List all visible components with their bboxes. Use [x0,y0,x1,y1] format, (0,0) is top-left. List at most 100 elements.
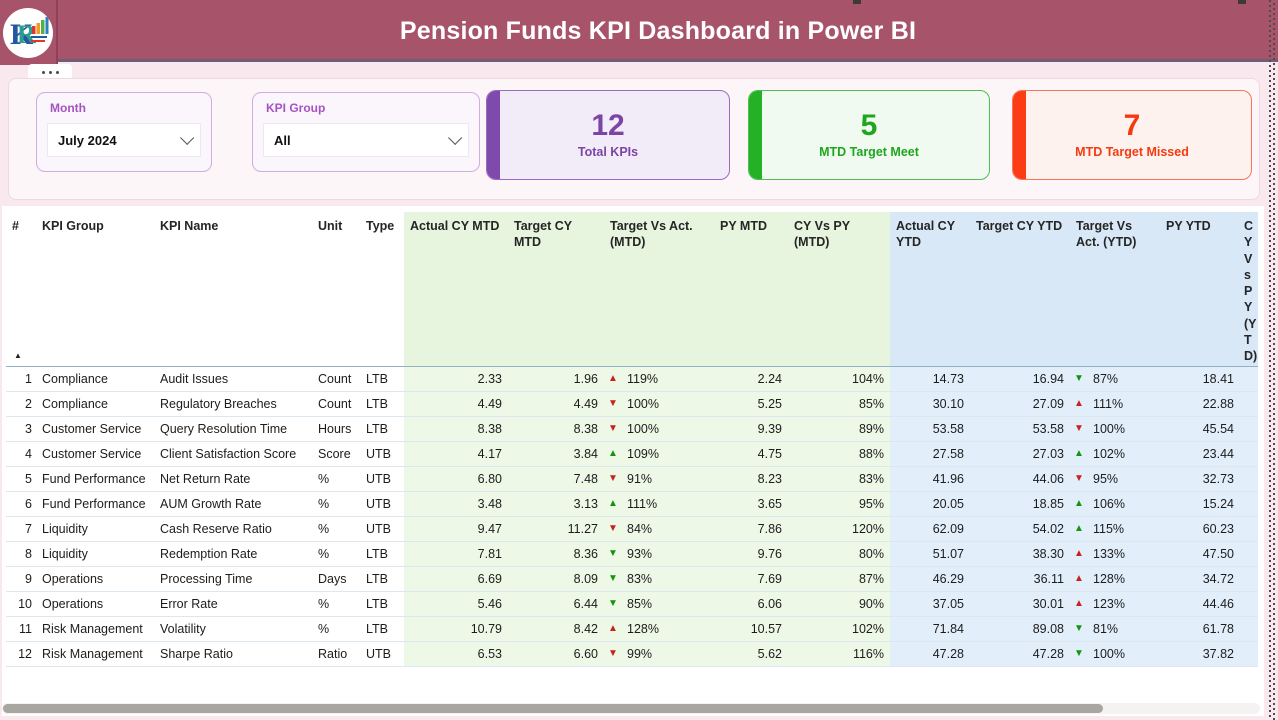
kpi-percent-value: 100% [627,397,659,412]
selection-dashed-border [1269,0,1275,720]
cell-actual_ytd: 71.84 [890,616,970,643]
cell-type: LTB [360,566,404,593]
cell-py_ytd: 18.41 [1160,366,1240,393]
column-header-type[interactable]: Type [360,212,404,368]
more-options-button[interactable] [28,64,72,80]
cell-type: LTB [360,366,404,393]
cell-target_ytd: 30.01 [970,591,1070,618]
kpi-arrow-down-icon: ▼ [1074,473,1084,485]
column-header-actual-cy-ytd[interactable]: Actual CY YTD [890,212,970,368]
cell-target_mtd: 8.42 [508,616,604,643]
month-dropdown[interactable]: July 2024 [47,123,201,157]
cell-num: 5 [6,466,36,493]
column-header-kpi-group[interactable]: KPI Group [36,212,154,368]
kpi-percent-value: 83% [627,572,653,587]
cell-tva_mtd: ▲ 119% [604,366,714,393]
column-header-kpi-name[interactable]: KPI Name [154,212,312,368]
cell-target_mtd: 6.44 [508,591,604,618]
cell-name: Error Rate [154,591,312,618]
cell-py_mtd: 10.57 [714,616,788,643]
cell-unit: % [312,591,360,618]
column-header-actual-cy-mtd[interactable]: Actual CY MTD [404,212,508,368]
cell-type: UTB [360,466,404,493]
cell-cy_vs_py_mtd: 102% [788,616,890,643]
cell-target_ytd: 36.11 [970,566,1070,593]
cell-py_mtd: 2.24 [714,366,788,393]
cell-group: Fund Performance [36,491,154,518]
cell-target_ytd: 54.02 [970,516,1070,543]
kpi-arrow-up-icon: ▲ [1074,398,1084,410]
cell-clip [1240,441,1258,468]
cell-target_ytd: 27.03 [970,441,1070,468]
page-title: Pension Funds KPI Dashboard in Power BI [399,16,917,45]
table-row: 12 Risk Management Sharpe Ratio Ratio UTB 6.5… [6,641,1258,668]
cell-actual_mtd: 4.49 [404,391,508,418]
column-header-cy-vs-py-ytd[interactable]: CY Vs PY (YTD) [1240,212,1258,368]
cell-py_ytd: 22.88 [1160,391,1240,418]
chevron-down-icon[interactable] [448,130,463,145]
cell-actual_mtd: 9.47 [404,516,508,543]
column-header-py-ytd[interactable]: PY YTD [1160,212,1240,368]
cell-tva_mtd: ▼ 93% [604,541,714,568]
cell-tva_ytd: ▼ 100% [1070,416,1160,443]
chevron-down-icon[interactable] [180,130,195,145]
cell-actual_ytd: 41.96 [890,466,970,493]
kpi-arrow-down-icon: ▼ [608,523,618,535]
cell-tva_mtd: ▲ 128% [604,616,714,643]
cell-unit: % [312,516,360,543]
cell-py_mtd: 5.62 [714,641,788,668]
cell-name: Client Satisfaction Score [154,441,312,468]
cell-group: Risk Management [36,641,154,668]
horizontal-scrollbar-thumb[interactable] [3,704,1103,713]
cell-group: Liquidity [36,541,154,568]
cell-tva_ytd: ▼ 87% [1070,366,1160,393]
cell-tva_ytd: ▲ 106% [1070,491,1160,518]
cell-num: 7 [6,516,36,543]
cell-actual_ytd: 51.07 [890,541,970,568]
card-mtd-target-missed-label: MTD Target Missed [1075,145,1189,159]
cell-actual_mtd: 7.81 [404,541,508,568]
cell-num: 11 [6,616,36,643]
kpi-arrow-down-icon: ▼ [1074,623,1084,635]
cell-cy_vs_py_mtd: 83% [788,466,890,493]
column-header-target-cy-ytd[interactable]: Target CY YTD [970,212,1070,368]
cell-name: Net Return Rate [154,466,312,493]
cell-py_ytd: 34.72 [1160,566,1240,593]
cell-target_mtd: 6.60 [508,641,604,668]
cell-cy_vs_py_mtd: 90% [788,591,890,618]
cell-py_mtd: 6.06 [714,591,788,618]
kpi-percent-value: 128% [1093,572,1125,587]
cell-unit: Count [312,366,360,393]
cell-target_ytd: 53.58 [970,416,1070,443]
table-row: 11 Risk Management Volatility% LTB 10.79 8.42… [6,616,1258,643]
column-header-index[interactable]: # ▲ [6,212,36,368]
kpi-arrow-up-icon: ▲ [608,448,618,460]
cell-unit: % [312,541,360,568]
cell-actual_ytd: 46.29 [890,566,970,593]
horizontal-scrollbar[interactable] [2,703,1260,714]
cell-cy_vs_py_mtd: 80% [788,541,890,568]
kpi-percent-value: 128% [627,622,659,637]
column-header-py-mtd[interactable]: PY MTD [714,212,788,368]
kpi-percent-value: 111% [627,497,658,512]
kpi-arrow-down-icon: ▼ [1074,373,1084,385]
column-header-target-vs-act-ytd[interactable]: Target Vs Act. (YTD) [1070,212,1160,368]
column-header-target-vs-act-mtd[interactable]: Target Vs Act. (MTD) [604,212,714,368]
kpi-group-dropdown[interactable]: All [263,123,469,157]
table-row: 6 Fund Performance AUM Growth Rate% UTB 3.48… [6,491,1258,518]
cell-actual_mtd: 5.46 [404,591,508,618]
column-header-cy-vs-py-mtd[interactable]: CY Vs PY (MTD) [788,212,890,368]
cell-py_ytd: 47.50 [1160,541,1240,568]
cell-unit: Count [312,391,360,418]
column-header-unit[interactable]: Unit [312,212,360,368]
cell-clip [1240,391,1258,418]
cell-num: 2 [6,391,36,418]
cell-clip [1240,641,1258,668]
kpi-percent-value: 84% [627,522,653,537]
logo: K R [0,0,58,65]
column-header-target-cy-mtd[interactable]: Target CY MTD [508,212,604,368]
kpi-arrow-down-icon: ▼ [608,423,618,435]
svg-text:R: R [17,20,36,49]
company-logo-icon: K R [3,7,53,58]
cell-target_ytd: 18.85 [970,491,1070,518]
